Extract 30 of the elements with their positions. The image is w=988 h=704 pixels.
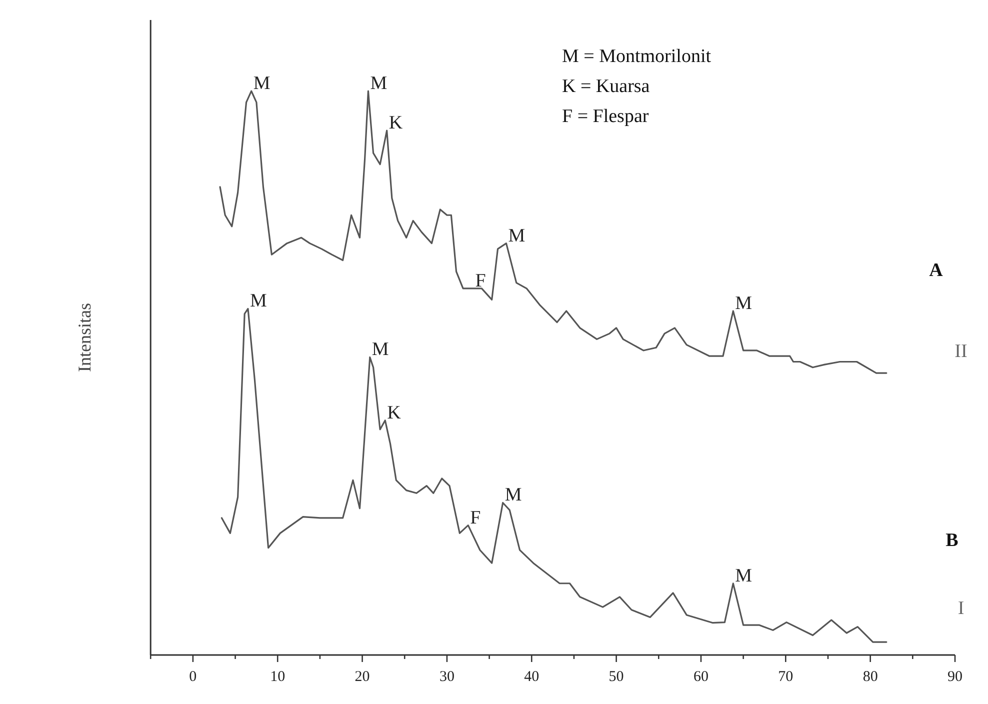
- annotation: M: [508, 225, 526, 246]
- x-tick-label: 10: [270, 669, 286, 685]
- annotation: M: [735, 565, 752, 586]
- x-tick-label: 50: [608, 669, 624, 685]
- annotation: K = Kuarsa: [562, 76, 650, 97]
- annotation: M: [372, 339, 389, 360]
- text: I: [958, 598, 964, 619]
- x-tick-label: 40: [524, 669, 540, 685]
- x-tick-label: 70: [778, 669, 794, 685]
- x-tick-label: 0: [189, 669, 197, 685]
- annotation: B: [946, 530, 959, 551]
- annotation: M: [504, 484, 522, 506]
- x-tick-label: 90: [948, 669, 962, 685]
- text: M = Montmorilonit: [562, 46, 712, 67]
- annotation: F: [475, 270, 486, 292]
- annotation: F = Flespar: [562, 106, 650, 127]
- x-tick-label: 30: [439, 669, 454, 685]
- annotation: K: [387, 402, 402, 424]
- x-tick-label: 20: [354, 669, 370, 685]
- annotation: A: [929, 260, 944, 281]
- annotation: K: [388, 112, 403, 134]
- annotation: M: [250, 290, 267, 312]
- annotation: M: [253, 73, 270, 94]
- x-tick-label: 80: [862, 669, 878, 685]
- x-tick-label: 60: [693, 669, 708, 685]
- annotation: M: [370, 73, 388, 94]
- annotation: II: [954, 341, 968, 362]
- annotation: M: [735, 292, 752, 314]
- annotation: F: [470, 507, 481, 528]
- y-axis-title: Intensitas: [74, 303, 95, 372]
